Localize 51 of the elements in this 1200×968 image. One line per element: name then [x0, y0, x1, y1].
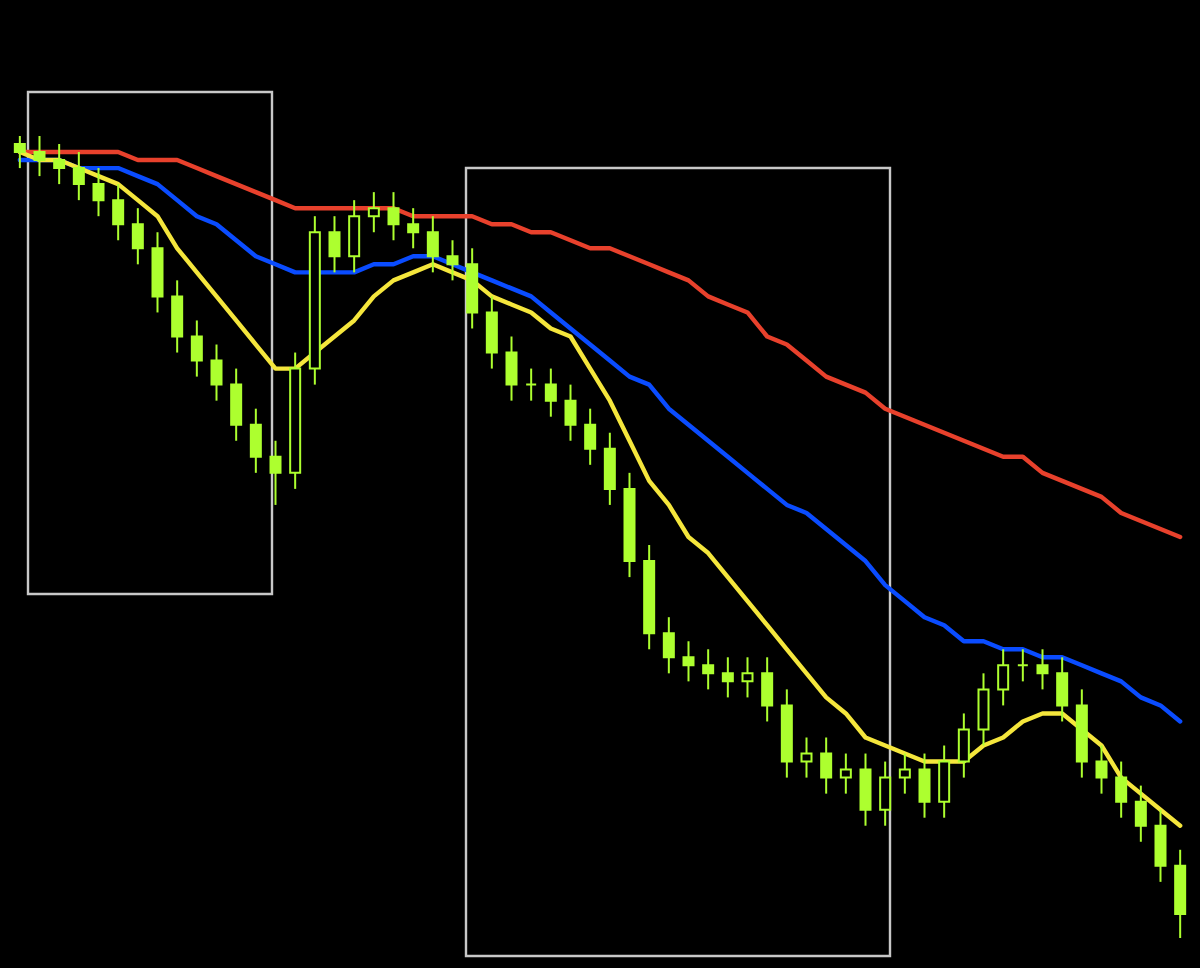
candlestick: [249, 407, 262, 474]
candlestick: [682, 640, 695, 683]
candlestick: [1095, 744, 1108, 795]
candlestick: [918, 752, 931, 819]
candlestick: [839, 752, 852, 795]
candlestick: [603, 431, 616, 506]
candlestick: [721, 656, 734, 699]
candlestick: [72, 151, 85, 202]
candlestick: [505, 335, 518, 402]
candlestick: [957, 712, 970, 779]
candlestick: [741, 656, 754, 699]
candlestick: [367, 191, 380, 234]
candlestick: [230, 367, 243, 442]
candlestick: [1016, 648, 1029, 683]
candlestick: [662, 616, 675, 675]
candlestick: [171, 279, 184, 354]
candlestick: [1036, 648, 1049, 691]
candlestick: [761, 656, 774, 723]
candlestick: [564, 383, 577, 442]
candlestick: [584, 407, 597, 466]
candlestick: [898, 752, 911, 795]
candlestick: [407, 207, 420, 250]
candlestick: [879, 760, 892, 827]
candlestick: [348, 199, 361, 274]
candlestick: [1115, 760, 1128, 819]
candlestick: [33, 135, 46, 178]
candlestick: [485, 295, 498, 370]
candlestick: [446, 239, 459, 282]
candlestick: [328, 215, 341, 274]
candlestick: [525, 367, 538, 402]
candlestick: [210, 343, 223, 402]
candlestick: [53, 143, 66, 186]
candlestick: [13, 135, 26, 170]
candlestick: [544, 367, 557, 418]
candlestick: [997, 648, 1010, 707]
candlestick: [1056, 656, 1069, 723]
candlestick: [820, 736, 833, 795]
candlestick: [112, 183, 125, 242]
candlestick: [92, 167, 105, 218]
candlestick: [269, 439, 282, 506]
candlestick: [977, 672, 990, 747]
candlestick: [702, 648, 715, 691]
candlestick: [938, 744, 951, 819]
candlestick: [387, 191, 400, 242]
candlestick: [131, 207, 144, 266]
candlestick: [190, 319, 203, 378]
candlestick: [1154, 808, 1167, 883]
candlestick: [426, 215, 439, 274]
candlestick: [800, 736, 813, 779]
candlestick: [1134, 784, 1147, 843]
candlestick: [859, 752, 872, 827]
